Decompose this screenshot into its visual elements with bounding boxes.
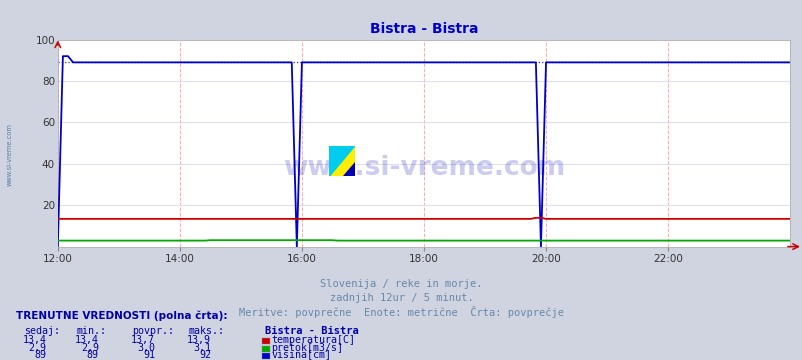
Polygon shape — [329, 146, 354, 176]
Text: 3,0: 3,0 — [137, 343, 155, 353]
Text: 91: 91 — [143, 350, 155, 360]
Text: 13,4: 13,4 — [22, 335, 47, 345]
Polygon shape — [342, 162, 354, 176]
Polygon shape — [329, 146, 354, 176]
Text: 3,1: 3,1 — [193, 343, 211, 353]
Text: višina[cm]: višina[cm] — [271, 350, 331, 360]
Text: TRENUTNE VREDNOSTI (polna črta):: TRENUTNE VREDNOSTI (polna črta): — [16, 310, 227, 321]
Text: maks.:: maks.: — [188, 326, 225, 336]
Text: 2,9: 2,9 — [29, 343, 47, 353]
Title: Bistra - Bistra: Bistra - Bistra — [369, 22, 478, 36]
Text: Meritve: povprečne  Enote: metrične  Črta: povprečje: Meritve: povprečne Enote: metrične Črta:… — [239, 306, 563, 318]
Text: 2,9: 2,9 — [81, 343, 99, 353]
Text: www.si-vreme.com: www.si-vreme.com — [6, 123, 13, 186]
Text: sedaj:: sedaj: — [24, 326, 60, 336]
Text: zadnjih 12ur / 5 minut.: zadnjih 12ur / 5 minut. — [329, 293, 473, 303]
Text: 13,4: 13,4 — [75, 335, 99, 345]
Text: Slovenija / reke in morje.: Slovenija / reke in morje. — [320, 279, 482, 289]
Text: 13,7: 13,7 — [131, 335, 155, 345]
Text: temperatura[C]: temperatura[C] — [271, 335, 355, 345]
Text: 13,9: 13,9 — [187, 335, 211, 345]
Text: povpr.:: povpr.: — [132, 326, 174, 336]
Text: 89: 89 — [34, 350, 47, 360]
Text: pretok[m3/s]: pretok[m3/s] — [271, 343, 343, 353]
Text: min.:: min.: — [76, 326, 106, 336]
Text: 89: 89 — [87, 350, 99, 360]
Text: Bistra - Bistra: Bistra - Bistra — [265, 326, 358, 336]
Text: 92: 92 — [199, 350, 211, 360]
Text: www.si-vreme.com: www.si-vreme.com — [282, 155, 565, 181]
